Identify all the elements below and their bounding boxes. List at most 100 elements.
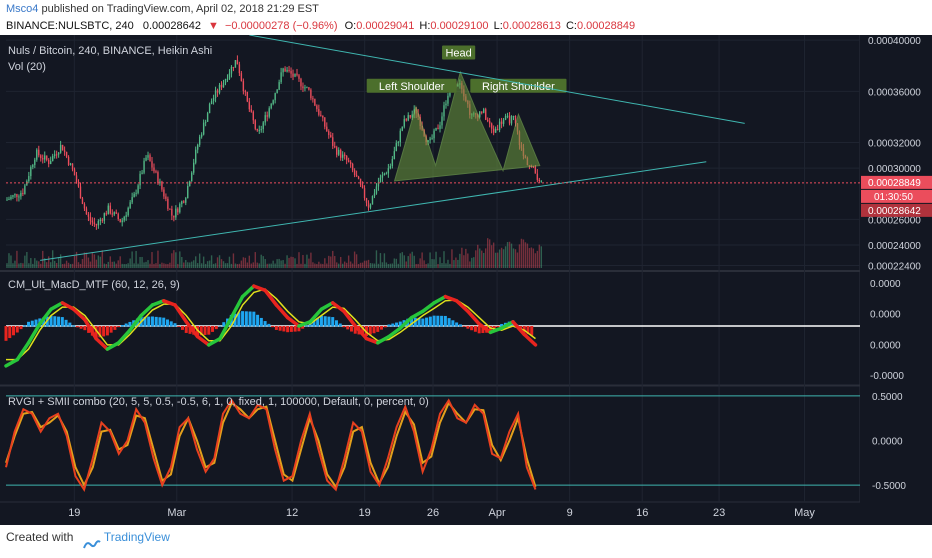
volume-bar [18,263,20,268]
volume-bar [252,262,254,268]
volume-bar [191,261,193,268]
volume-bar [220,259,223,268]
candle-body [173,215,175,218]
volume-bar [26,251,28,268]
macd-line-segment [319,301,335,311]
volume-bar [57,257,60,268]
macd-histogram-bar [477,326,481,334]
macd-histogram-bar [410,317,414,327]
volume-bar [341,263,344,268]
macd-histogram-bar [383,326,387,328]
candle-body [330,135,332,138]
volume-bar [226,263,229,268]
volume-bar [377,263,380,268]
candle-body [129,202,131,208]
macd-histogram-bar [180,326,184,330]
candle-body [32,164,34,168]
candle-body [22,192,24,194]
candle-body [8,199,10,201]
macd-line-segment [466,309,481,326]
volume-bar [419,258,421,268]
candle-body [312,98,314,100]
volume-bar [48,256,50,268]
candle-body [141,172,143,174]
candle-body [504,116,507,120]
volume-bar [496,252,499,268]
candle-body [510,116,513,124]
volume-bar [300,263,302,268]
candle-body [181,201,183,205]
macd-histogram-bar [158,317,162,327]
macd-histogram-bar [364,326,368,336]
candle-body [262,122,264,130]
macd-histogram-bar [368,326,372,335]
macd-histogram-bar [147,316,151,327]
volume-bar [310,252,312,268]
volume-bar [451,249,453,268]
candle-body [256,128,258,131]
candle-body [494,128,497,133]
last-price-label-bg [861,175,932,189]
volume-bar [443,251,445,268]
candle-body [250,109,253,112]
volume-bar [435,251,437,268]
macd-histogram-bar [259,317,263,327]
candle-body [36,149,38,160]
chart-svg[interactable]: Left Shoulder Head Right Shoulder 19 Mar 12 1… [0,34,932,525]
volume-bar [278,258,280,268]
candle-body [135,192,137,194]
macd-line-segment [297,320,312,328]
volume-bar [222,261,225,268]
candle-body [302,86,304,89]
volume-bar [85,252,88,268]
macd-line-segment [409,309,425,320]
candle-body [324,117,326,127]
rvgi-line [5,398,537,492]
volume-bar [409,253,411,268]
footer: Created with TradingView [0,525,932,550]
candle-body [514,116,517,124]
candle-body [115,212,117,214]
macd-line-segment [150,299,166,307]
volume-bar [365,260,368,268]
macd-histogram-bar [447,318,451,327]
candle-body [272,100,274,105]
candle-body [147,155,149,158]
volume-bar [149,263,151,268]
candle-body [169,208,171,210]
volume-bar [254,252,256,268]
volume-bar [447,259,449,268]
volume-bar [441,263,443,268]
candle-body [500,121,503,124]
candle-body [435,127,437,131]
macd-histogram-bar [387,324,391,327]
volume-bar [44,258,46,268]
volume-bar [109,256,111,268]
candle-body [175,208,177,218]
volume-bar [334,256,336,268]
macd-histogram-bar [203,326,207,335]
macd-histogram-bar [530,326,534,336]
macd-line-segment [83,317,98,341]
macd-histogram-bar [188,326,192,334]
author-link[interactable]: Msco4 [6,3,39,15]
volume-bar [264,259,266,268]
macd-histogram-bar [473,326,477,332]
volume-bar [316,263,318,268]
price-tick-label: 0.00040000 [868,36,921,47]
x-tick-label: Apr [488,507,505,519]
volume-bar [238,263,241,268]
chart-area[interactable]: Left Shoulder Head Right Shoulder 19 Mar 12 1… [0,34,932,525]
volume-bar [135,250,137,268]
macd-line-segment [398,315,414,330]
volume-bar [232,253,235,268]
volume-bar [268,263,270,268]
volume-bar [405,261,407,268]
candle-body [191,172,193,182]
volume-bar [355,254,358,268]
volume-bar [101,250,104,268]
macd-histogram-bar [327,316,331,327]
volume-bar [202,256,205,268]
volume-bar [214,263,217,268]
tradingview-brand[interactable]: TradingView [103,530,170,544]
